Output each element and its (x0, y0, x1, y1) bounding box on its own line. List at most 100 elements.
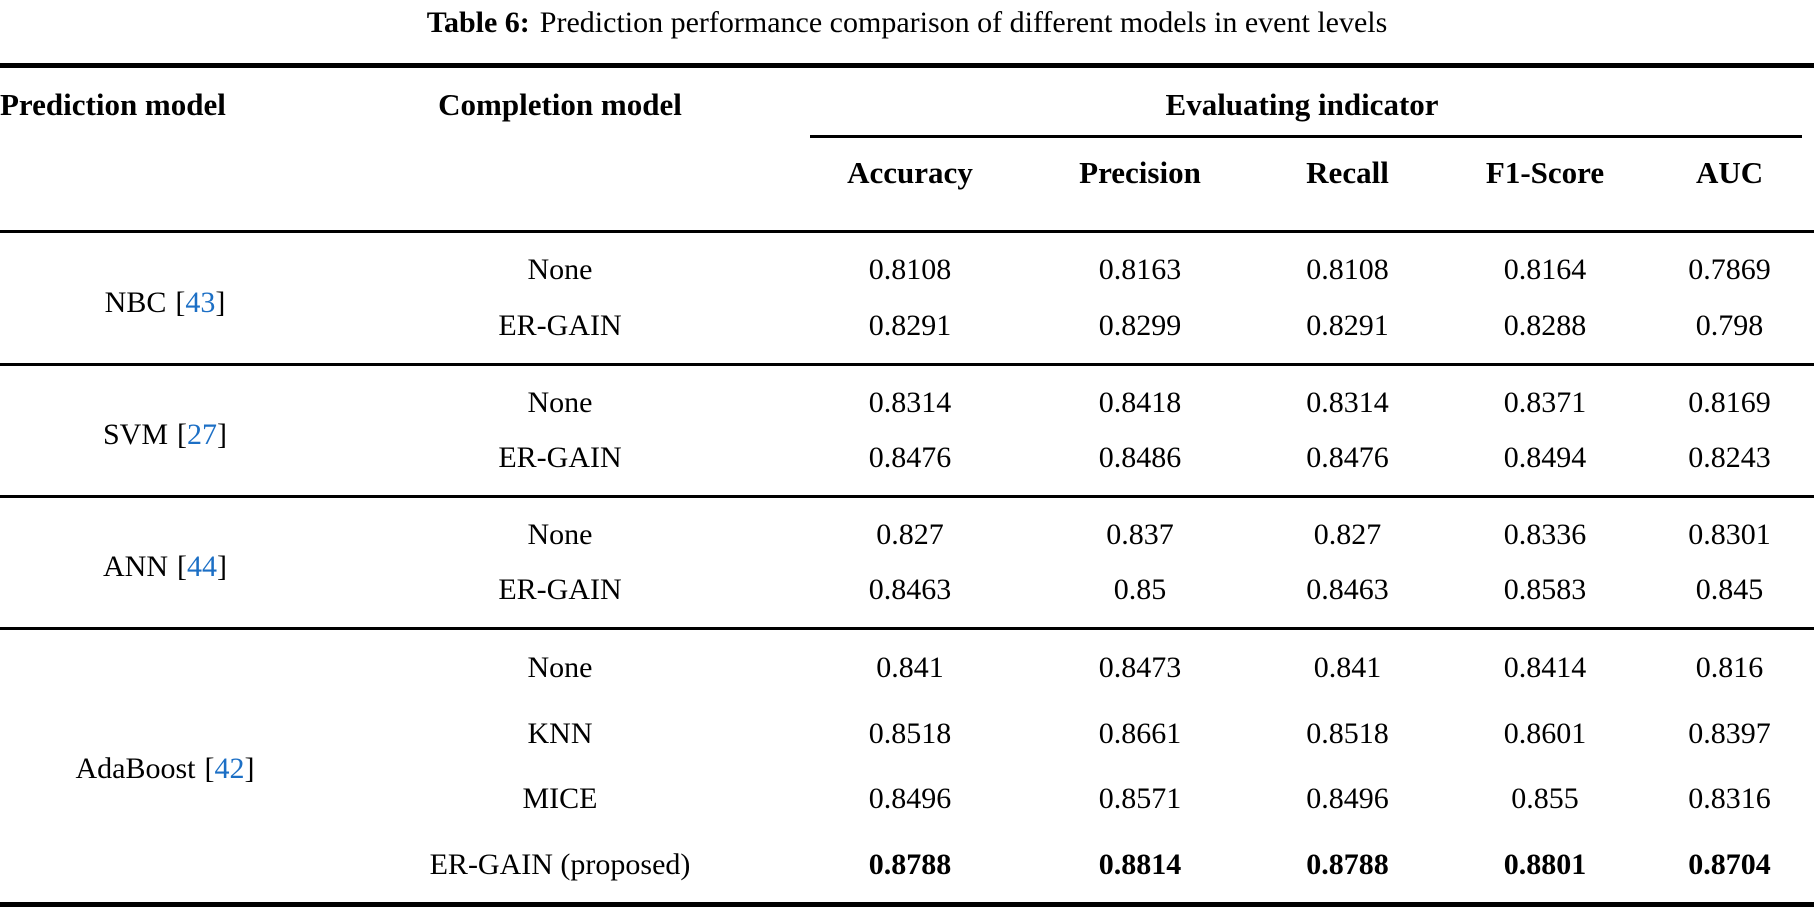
completion-cell: None (527, 253, 593, 287)
completion-cell: MICE (522, 782, 598, 816)
metric-value-cell: 0.8108 (1306, 253, 1389, 287)
model-name: AdaBoost (75, 751, 196, 785)
metric-value-cell: 0.8301 (1688, 517, 1771, 551)
model-cell: ANN [44] (0, 496, 330, 628)
metric-value-cell: 0.8496 (868, 782, 952, 816)
metric-value-cell: 0.841 (876, 651, 944, 684)
citation-number: 43 (185, 285, 216, 319)
table-row: MICE 0.8496 0.8571 0.8496 0.855 0.8316 (0, 766, 1814, 832)
table-caption-label: Table 6: (426, 6, 530, 39)
col-header-prediction-model: Prediction model (0, 87, 226, 122)
table-row: ER-GAIN 0.8291 0.8299 0.8291 0.8288 0.79… (0, 298, 1814, 364)
metric-value-cell: 0.798 (1695, 309, 1764, 343)
citation-number: 27 (187, 417, 218, 451)
citation-bracket: ] (215, 285, 226, 319)
metric-value-cell: 0.8418 (1098, 385, 1182, 419)
metric-value-cell: 0.837 (1106, 517, 1174, 551)
citation-bracket: [ (177, 417, 188, 451)
metric-value-cell: 0.8463 (868, 573, 952, 607)
completion-cell: ER-GAIN (proposed) (429, 847, 691, 881)
metric-value-cell: 0.855 (1511, 782, 1579, 816)
metric-value-cell: 0.8661 (1098, 716, 1182, 750)
metric-value-cell: 0.8814 (1098, 847, 1182, 881)
group-adaboost: AdaBoost [42] None 0.841 0.8473 0.841 0.8… (0, 629, 1814, 905)
col-header-recall: Recall (1306, 154, 1389, 190)
citation-bracket: [ (175, 285, 186, 319)
citation-link[interactable]: [44] (177, 550, 227, 583)
table-row: AdaBoost [42] None 0.841 0.8473 0.841 0.8… (0, 629, 1814, 785)
metric-value-cell: 0.827 (1313, 517, 1382, 551)
metric-value-cell: 0.8476 (868, 441, 952, 475)
metric-value-cell: 0.8243 (1688, 441, 1771, 475)
metric-value-cell: 0.8476 (1306, 441, 1389, 475)
completion-cell: None (527, 385, 593, 419)
model-cell: SVM [27] (0, 364, 330, 496)
metric-value-cell: 0.8288 (1503, 309, 1587, 343)
metric-value-cell: 0.8414 (1503, 651, 1587, 684)
metric-value-cell: 0.8788 (1306, 847, 1389, 881)
metric-value-cell: 0.8164 (1503, 253, 1587, 287)
metric-value-cell: 0.8704 (1688, 847, 1771, 881)
completion-cell: ER-GAIN (498, 573, 622, 607)
table-row: KNN 0.8518 0.8661 0.8518 0.8601 0.8397 (0, 701, 1814, 767)
citation-bracket: ] (217, 550, 227, 584)
metric-value-cell: 0.8571 (1098, 782, 1182, 816)
header-row-metrics: Accuracy Precision Recall F1-Score AUC (0, 138, 1814, 232)
citation-bracket: ] (244, 751, 255, 785)
metric-value-cell: 0.8463 (1306, 573, 1389, 607)
col-header-precision: Precision (1079, 154, 1201, 190)
metric-value-cell: 0.8518 (868, 716, 952, 750)
metric-value-cell: 0.8788 (868, 847, 952, 881)
citation-number: 44 (187, 550, 217, 584)
table-row: ER-GAIN 0.8463 0.85 0.8463 0.8583 0.845 (0, 562, 1814, 628)
citation-bracket: [ (204, 751, 215, 785)
metric-value-cell: 0.8496 (1306, 782, 1389, 816)
completion-cell: None (527, 651, 593, 684)
metric-value-cell: 0.8314 (868, 385, 952, 419)
metric-value-cell: 0.8494 (1503, 441, 1587, 475)
model-name: NBC (104, 285, 167, 319)
metric-value-cell: 0.845 (1695, 573, 1764, 607)
model-cell: NBC [43] (0, 232, 330, 364)
col-header-evaluating-indicator: Evaluating indicator (790, 66, 1814, 138)
results-table: Prediction model Completion model Evalua… (0, 63, 1814, 907)
table-row: ANN [44] None 0.827 0.837 0.827 0.8336 0.… (0, 496, 1814, 583)
table-caption: Table 6: Prediction performance compariso… (0, 0, 1814, 41)
completion-cell: ER-GAIN (498, 441, 622, 475)
model-name: SVM (102, 417, 169, 451)
metric-value-cell: 0.8291 (1306, 309, 1389, 343)
completion-cell: ER-GAIN (498, 309, 622, 343)
metric-value-cell: 0.8397 (1688, 716, 1771, 750)
metric-value-cell: 0.8314 (1306, 385, 1389, 419)
model-cell: AdaBoost [42] (0, 629, 330, 905)
col-header-auc: AUC (1695, 154, 1764, 190)
table-header: Prediction model Completion model Evalua… (0, 66, 1814, 232)
citation-link[interactable]: [42] (205, 752, 255, 785)
metric-value-cell: 0.8518 (1306, 716, 1389, 750)
metric-value-cell: 0.8169 (1688, 385, 1771, 419)
metric-value-cell: 0.8473 (1098, 651, 1182, 684)
metric-value-cell: 0.827 (876, 517, 944, 551)
metric-value-cell: 0.816 (1695, 651, 1764, 684)
citation-link[interactable]: [43] (175, 286, 225, 319)
metric-value-cell: 0.8583 (1503, 573, 1587, 607)
metric-value-cell: 0.8291 (868, 309, 952, 343)
table-row: NBC [43] None 0.8108 0.8163 0.8108 0.8164… (0, 232, 1814, 318)
citation-bracket: ] (217, 417, 228, 451)
table-caption-text: Prediction performance comparison of dif… (539, 6, 1388, 39)
metric-value-cell: 0.8299 (1098, 309, 1182, 343)
completion-cell: KNN (527, 716, 593, 750)
completion-cell: None (527, 517, 593, 551)
group-nbc: NBC [43] None 0.8108 0.8163 0.8108 0.8164… (0, 232, 1814, 365)
metric-value-cell: 0.8316 (1688, 782, 1771, 816)
metric-value-cell: 0.841 (1313, 651, 1382, 684)
group-ann: ANN [44] None 0.827 0.837 0.827 0.8336 0.… (0, 496, 1814, 629)
citation-link[interactable]: [27] (177, 418, 227, 451)
metric-value-cell: 0.8486 (1098, 441, 1182, 475)
metric-value-cell: 0.8371 (1503, 385, 1587, 419)
table-row: ER-GAIN 0.8476 0.8486 0.8476 0.8494 0.82… (0, 430, 1814, 496)
metric-value-cell: 0.8108 (868, 253, 952, 287)
col-header-accuracy: Accuracy (847, 154, 973, 190)
metric-value-cell: 0.8163 (1098, 253, 1182, 287)
model-name: ANN (103, 550, 168, 584)
